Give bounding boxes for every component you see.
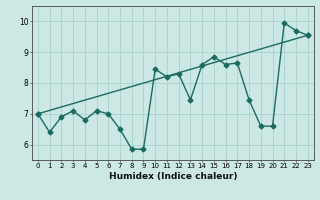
X-axis label: Humidex (Indice chaleur): Humidex (Indice chaleur) [108, 172, 237, 181]
